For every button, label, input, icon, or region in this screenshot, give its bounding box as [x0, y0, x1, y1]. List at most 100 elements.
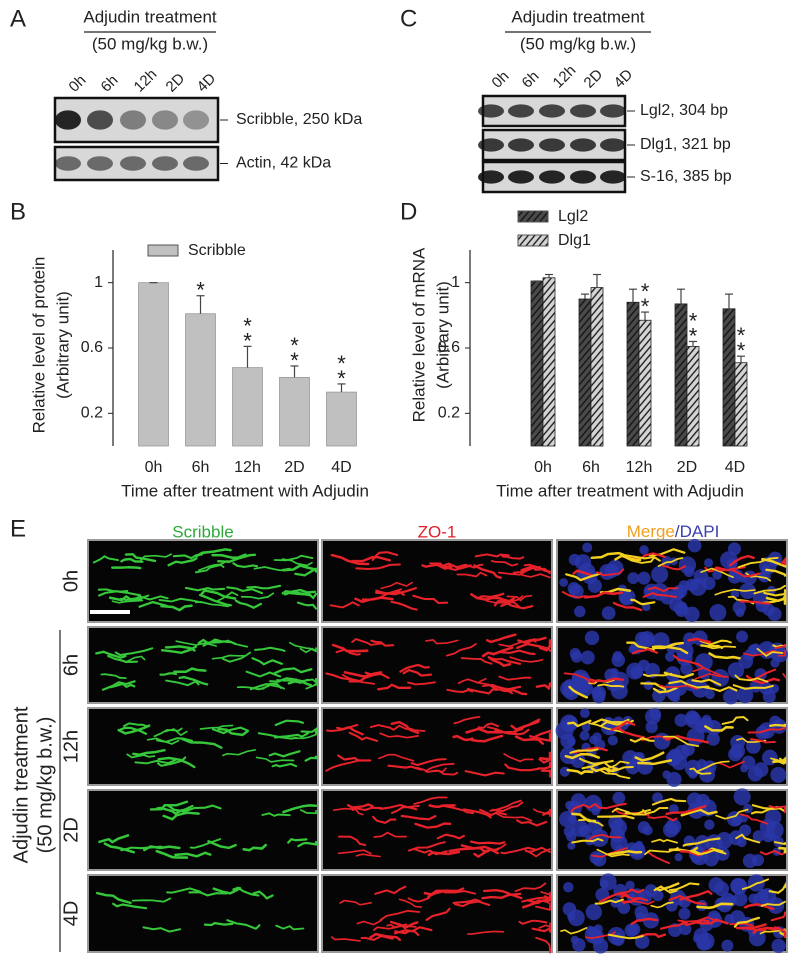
texture: [254, 646, 286, 652]
texture: [457, 677, 487, 685]
texture: [588, 833, 622, 841]
texture: [598, 892, 629, 904]
texture: [614, 554, 642, 562]
treatment-label: Adjudin treatment: [511, 7, 645, 26]
nucleus: [665, 651, 675, 662]
y-tick-label: 1: [451, 274, 460, 291]
texture: [300, 726, 318, 734]
x-axis-label: Time after treatment with Adjudin: [496, 481, 744, 500]
y-tick-label: 0.2: [438, 405, 460, 422]
texture: [604, 765, 634, 773]
texture: [768, 881, 787, 894]
texture: [436, 833, 465, 840]
nucleus: [645, 708, 661, 725]
texture: [761, 557, 787, 569]
texture: [651, 838, 678, 844]
micrograph: [87, 789, 319, 871]
nucleus: [585, 903, 602, 921]
nucleus: [730, 877, 747, 894]
texture: [393, 926, 433, 935]
texture: [640, 682, 667, 691]
band: [600, 104, 626, 118]
bar: [734, 362, 748, 447]
y-tick-label: 1: [94, 274, 103, 291]
band: [539, 170, 565, 184]
texture: [462, 808, 492, 819]
texture: [217, 591, 239, 602]
texture: [506, 594, 533, 602]
texture: [560, 927, 588, 935]
bar: [530, 280, 544, 447]
texture: [765, 596, 787, 605]
nucleus: [762, 749, 778, 766]
texture: [100, 673, 127, 680]
texture: [162, 811, 200, 821]
texture: [703, 686, 738, 693]
texture: [390, 600, 418, 611]
texture: [337, 754, 372, 762]
x-tick-label: 4D: [725, 459, 745, 476]
texture: [399, 663, 430, 673]
texture: [700, 567, 735, 579]
texture: [339, 899, 373, 906]
texture: [642, 672, 673, 678]
bar: [674, 303, 688, 447]
texture: [610, 720, 636, 732]
texture: [332, 807, 364, 816]
texture: [657, 557, 684, 567]
texture: [156, 737, 194, 743]
texture: [101, 680, 136, 691]
nucleus: [695, 721, 707, 734]
texture: [514, 735, 545, 745]
texture: [346, 803, 374, 809]
nucleus: [680, 662, 693, 675]
texture: [630, 598, 656, 606]
texture: [155, 806, 184, 816]
texture: [398, 898, 423, 908]
texture: [729, 554, 755, 567]
x-tick-label: 6h: [582, 459, 600, 476]
micrograph: [321, 707, 553, 786]
nucleus: [743, 803, 753, 814]
texture: [646, 850, 671, 865]
nucleus: [691, 680, 709, 698]
micrograph: [87, 626, 319, 704]
texture: [532, 899, 551, 908]
bar: [138, 282, 169, 447]
texture: [644, 847, 679, 856]
texture: [563, 672, 595, 684]
x-tick-label: 2D: [284, 459, 304, 476]
nucleus: [645, 720, 658, 734]
band-label: S-16, 385 bp: [640, 168, 732, 185]
texture: [760, 849, 786, 856]
band-label: Scribble, 250 kDa: [236, 111, 362, 128]
y-tick-label: 0.2: [81, 405, 103, 422]
texture: [158, 597, 204, 604]
texture: [194, 563, 225, 574]
texture: [221, 651, 252, 663]
nucleus: [666, 771, 682, 787]
micrograph: [87, 707, 319, 786]
texture: [470, 734, 504, 743]
texture: [476, 592, 505, 600]
texture: [268, 750, 301, 758]
lane-label: 0h: [66, 72, 90, 96]
nucleus: [579, 708, 590, 719]
texture: [661, 564, 687, 571]
nucleus: [693, 934, 703, 944]
texture: [275, 924, 305, 931]
lane-label: 6h: [98, 72, 122, 96]
texture: [585, 931, 616, 940]
side-label: (50 mg/kg b.w.): [34, 717, 56, 854]
nucleus: [652, 792, 663, 804]
texture: [590, 551, 625, 560]
texture: [572, 569, 593, 577]
nucleus: [639, 545, 649, 555]
blot-box: [53, 96, 220, 144]
texture: [680, 808, 718, 817]
y-axis-label: Relative level of protein: [29, 257, 48, 434]
texture: [780, 556, 787, 565]
nucleus: [635, 840, 644, 849]
texture: [696, 760, 730, 772]
texture: [211, 726, 250, 735]
